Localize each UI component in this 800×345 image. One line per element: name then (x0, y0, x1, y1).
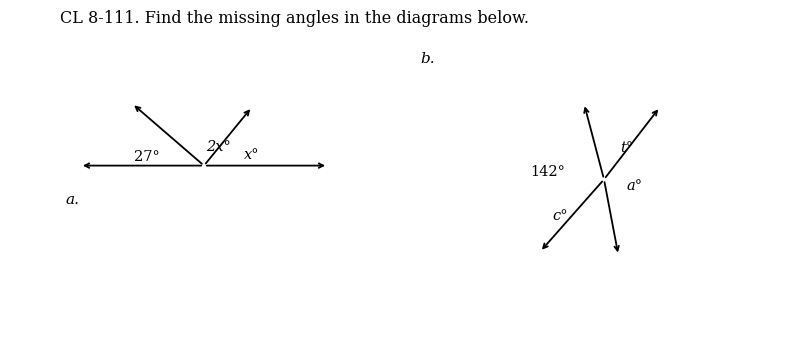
Text: 142°: 142° (530, 166, 566, 179)
Text: CL 8-111. Find the missing angles in the diagrams below.: CL 8-111. Find the missing angles in the… (60, 10, 529, 27)
Text: c°: c° (552, 209, 568, 223)
Text: a°: a° (626, 179, 642, 193)
Text: b.: b. (420, 52, 434, 66)
Text: 27°: 27° (134, 150, 159, 164)
Text: t°: t° (620, 141, 633, 155)
Text: a.: a. (66, 193, 80, 207)
Text: x°: x° (244, 148, 260, 162)
Text: 2x°: 2x° (206, 140, 231, 154)
